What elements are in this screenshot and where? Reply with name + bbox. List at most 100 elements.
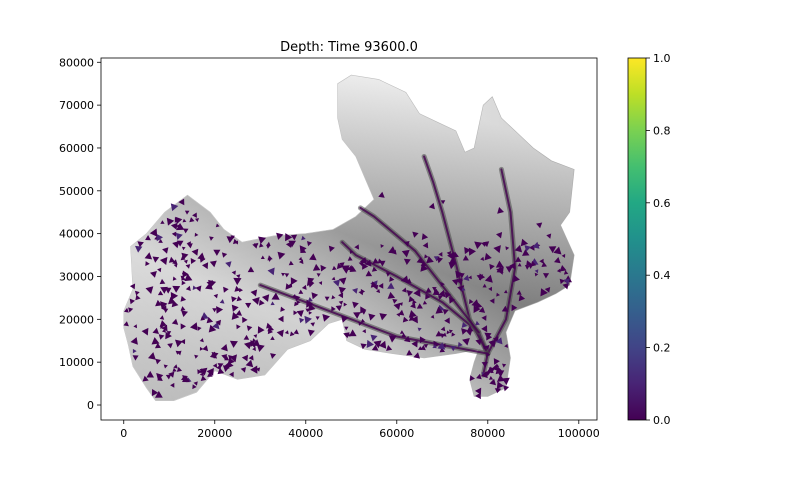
wet-cell: [559, 265, 567, 272]
wet-cell: [511, 304, 518, 312]
wet-cell: [403, 241, 410, 247]
wet-cell: [406, 349, 413, 356]
colorbar-tick-label: 0.6: [653, 197, 671, 210]
wet-cell: [447, 251, 455, 261]
wet-cell: [408, 310, 417, 318]
wet-cell: [154, 342, 161, 349]
wet-cell: [146, 370, 154, 378]
wet-cell: [482, 283, 487, 288]
wet-cell: [245, 302, 252, 309]
wet-cell: [207, 371, 213, 377]
wet-cell: [352, 301, 359, 309]
wet-cell: [166, 217, 175, 226]
wet-cell: [192, 212, 197, 218]
wet-cell: [301, 235, 306, 241]
wet-cell: [233, 277, 242, 286]
wet-cell: [320, 264, 327, 272]
wet-cell: [493, 358, 500, 365]
wet-cell: [315, 316, 320, 320]
wet-cell: [227, 361, 234, 369]
wet-cell: [489, 298, 495, 304]
wet-cell: [360, 318, 366, 323]
wet-cell: [378, 191, 385, 198]
wet-cell: [444, 317, 450, 324]
wet-cell: [466, 329, 473, 336]
wet-cell: [344, 326, 349, 331]
wet-cell: [331, 276, 336, 281]
wet-cell: [266, 244, 271, 249]
wet-cell: [416, 257, 424, 264]
wet-cell: [505, 246, 510, 251]
wet-cell: [159, 315, 165, 320]
wet-cell: [168, 371, 175, 378]
wet-cell: [417, 327, 422, 332]
wet-cell: [404, 336, 411, 343]
wet-cell: [413, 288, 421, 297]
wet-cell: [497, 207, 504, 214]
wet-cell: [129, 283, 136, 290]
wet-cell: [548, 246, 557, 254]
wet-cell: [328, 245, 335, 252]
x-tick-label: 0: [120, 427, 127, 440]
wet-cell: [446, 251, 452, 256]
wet-cell: [509, 262, 516, 270]
wet-cell: [338, 286, 346, 294]
wet-cell: [503, 289, 508, 294]
wet-cell: [468, 247, 476, 256]
wet-cell: [141, 327, 149, 336]
wet-cell: [406, 290, 414, 297]
wet-cell: [223, 286, 229, 293]
wet-cell: [199, 346, 204, 351]
wet-cell: [285, 283, 292, 290]
wet-cell: [430, 314, 435, 319]
wet-cell: [166, 331, 172, 336]
wet-cell: [438, 252, 443, 257]
wet-cell: [159, 257, 168, 265]
colorbar-tick-label: 0.0: [653, 414, 671, 427]
wet-cell: [428, 202, 435, 210]
wet-cell: [481, 241, 487, 247]
wet-cell: [534, 269, 539, 274]
wet-cell: [183, 228, 189, 234]
wet-cell: [221, 252, 228, 258]
wet-cell: [236, 324, 241, 330]
wet-cell: [130, 337, 138, 345]
wet-cell: [322, 314, 330, 322]
wet-cell: [280, 306, 286, 312]
wet-cell: [534, 272, 539, 277]
wet-cell: [437, 295, 443, 300]
y-tick-label: 50000: [59, 185, 94, 198]
wet-cell: [244, 341, 252, 350]
wet-cell: [359, 257, 367, 265]
wet-cell: [426, 256, 434, 264]
wet-cell: [301, 284, 307, 290]
wet-cell: [370, 334, 378, 342]
wet-cell: [480, 256, 485, 261]
terrain-shading: [123, 75, 575, 401]
wet-cell: [433, 256, 439, 261]
wet-cell: [200, 375, 207, 381]
wet-cell: [176, 366, 182, 372]
wet-cell: [343, 302, 348, 307]
wet-cell: [298, 256, 303, 261]
colorbar-tick-label: 0.2: [653, 342, 671, 355]
wet-cell: [307, 329, 315, 337]
wet-cell: [450, 346, 457, 352]
wet-cell: [484, 252, 492, 261]
wet-cell: [484, 274, 493, 283]
wet-cell: [496, 292, 500, 297]
wet-cell: [137, 241, 144, 248]
wet-cell: [554, 257, 561, 264]
wet-cell: [170, 203, 179, 212]
wet-cell: [371, 266, 378, 272]
wet-cell: [341, 315, 349, 323]
wet-cell: [541, 261, 547, 267]
y-tick-label: 20000: [59, 313, 94, 326]
wet-cell: [270, 301, 275, 306]
wet-cell: [197, 326, 202, 331]
wet-cell: [307, 303, 316, 312]
wet-cell: [546, 233, 552, 239]
wet-cell: [170, 292, 179, 301]
wet-cell: [318, 281, 323, 285]
wet-cell: [420, 261, 427, 266]
